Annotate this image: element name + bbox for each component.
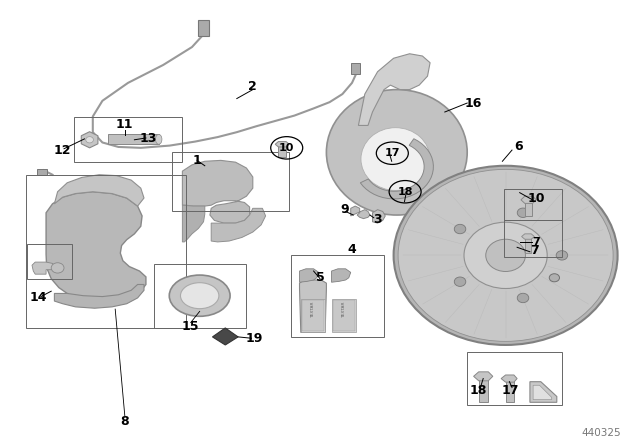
Bar bbox=[198, 20, 209, 36]
Text: 17: 17 bbox=[385, 148, 400, 158]
Polygon shape bbox=[474, 372, 493, 381]
Polygon shape bbox=[182, 205, 205, 242]
Text: 18: 18 bbox=[470, 384, 488, 397]
Polygon shape bbox=[522, 234, 534, 239]
Text: 2: 2 bbox=[248, 79, 257, 93]
Bar bbox=[74, 117, 182, 162]
Polygon shape bbox=[182, 160, 253, 223]
Polygon shape bbox=[300, 280, 326, 332]
Bar bbox=[351, 63, 360, 74]
Bar bbox=[26, 175, 186, 328]
Text: 9: 9 bbox=[340, 203, 349, 216]
Text: 13: 13 bbox=[140, 132, 157, 146]
Bar bbox=[504, 189, 562, 220]
Text: 16: 16 bbox=[465, 96, 483, 110]
Text: 7: 7 bbox=[532, 237, 540, 247]
Bar bbox=[525, 199, 532, 216]
Polygon shape bbox=[211, 208, 266, 242]
Bar bbox=[37, 169, 47, 175]
Polygon shape bbox=[358, 54, 430, 125]
Text: 6: 6 bbox=[514, 140, 523, 154]
Ellipse shape bbox=[398, 169, 613, 341]
Polygon shape bbox=[54, 284, 144, 308]
Text: 8: 8 bbox=[120, 414, 129, 428]
Ellipse shape bbox=[517, 293, 529, 303]
Ellipse shape bbox=[486, 239, 525, 271]
Text: TEXTAR: TEXTAR bbox=[311, 302, 315, 318]
Text: 1: 1 bbox=[193, 154, 202, 167]
Polygon shape bbox=[360, 139, 433, 199]
Ellipse shape bbox=[464, 222, 547, 289]
Bar bbox=[504, 220, 562, 257]
Ellipse shape bbox=[549, 274, 559, 282]
Bar bbox=[172, 152, 289, 211]
Bar bbox=[291, 255, 384, 337]
Ellipse shape bbox=[169, 275, 230, 316]
Ellipse shape bbox=[326, 90, 467, 215]
Polygon shape bbox=[501, 375, 517, 382]
Polygon shape bbox=[54, 175, 144, 206]
Ellipse shape bbox=[86, 137, 93, 143]
Text: 3: 3 bbox=[373, 213, 382, 226]
Bar bbox=[108, 134, 159, 144]
Polygon shape bbox=[533, 385, 552, 400]
Polygon shape bbox=[530, 382, 557, 402]
Polygon shape bbox=[521, 196, 536, 203]
Polygon shape bbox=[351, 206, 370, 219]
Text: 7: 7 bbox=[530, 244, 539, 258]
Bar bbox=[525, 236, 531, 253]
Ellipse shape bbox=[51, 263, 64, 273]
Text: 440325: 440325 bbox=[581, 428, 621, 438]
Polygon shape bbox=[32, 262, 54, 274]
Ellipse shape bbox=[517, 208, 529, 217]
Polygon shape bbox=[46, 192, 146, 301]
Text: 14: 14 bbox=[29, 291, 47, 305]
Polygon shape bbox=[212, 328, 238, 345]
Ellipse shape bbox=[180, 283, 219, 309]
Text: 4: 4 bbox=[348, 243, 356, 257]
Ellipse shape bbox=[556, 251, 568, 260]
Bar bbox=[479, 375, 488, 402]
Bar bbox=[506, 378, 514, 402]
Text: 11: 11 bbox=[116, 118, 134, 131]
Ellipse shape bbox=[454, 224, 466, 234]
Bar bbox=[301, 299, 325, 332]
Text: 10: 10 bbox=[279, 143, 294, 153]
Text: 18: 18 bbox=[397, 187, 413, 197]
Text: 15: 15 bbox=[182, 319, 200, 333]
Ellipse shape bbox=[361, 128, 430, 190]
Bar bbox=[467, 352, 562, 405]
Ellipse shape bbox=[454, 277, 466, 286]
Text: 12: 12 bbox=[53, 143, 71, 157]
Polygon shape bbox=[332, 269, 351, 282]
Bar bbox=[302, 300, 324, 331]
Text: 17: 17 bbox=[502, 384, 520, 397]
Bar bbox=[154, 264, 246, 328]
Polygon shape bbox=[372, 210, 385, 223]
Ellipse shape bbox=[156, 134, 162, 144]
Text: 19: 19 bbox=[246, 332, 264, 345]
Bar bbox=[333, 300, 355, 331]
Text: TEXTAR: TEXTAR bbox=[342, 302, 346, 318]
Polygon shape bbox=[300, 269, 319, 282]
Polygon shape bbox=[275, 142, 289, 147]
Bar bbox=[278, 143, 286, 157]
Bar bbox=[27, 244, 72, 279]
Bar bbox=[332, 299, 356, 332]
Text: 10: 10 bbox=[527, 191, 545, 205]
Polygon shape bbox=[81, 132, 98, 148]
Ellipse shape bbox=[394, 166, 618, 345]
Text: 5: 5 bbox=[316, 271, 324, 284]
